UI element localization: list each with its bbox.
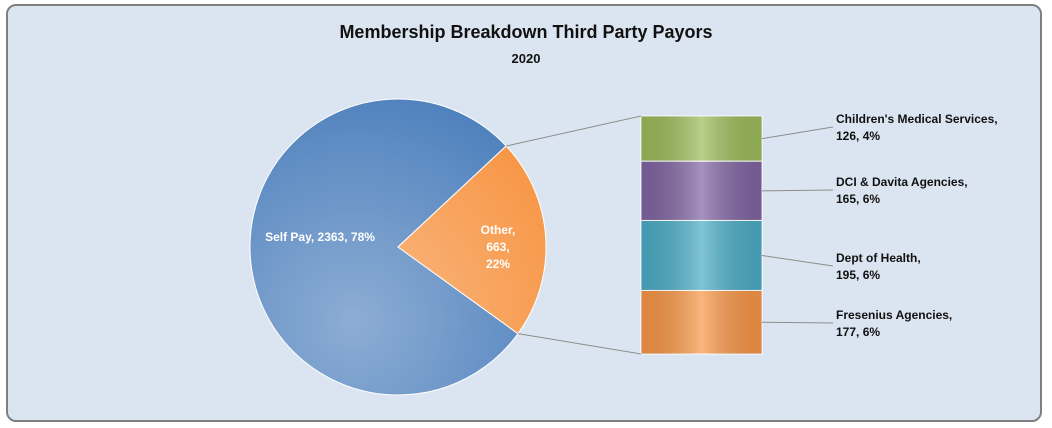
- connector-line: [506, 115, 642, 147]
- data-label: Other, 663, 22%: [480, 223, 516, 271]
- leader-line: [761, 189, 834, 192]
- leader-line: [761, 254, 834, 267]
- data-label: Children's Medical Services, 126, 4%: [836, 112, 998, 143]
- data-label: Self Pay, 2363, 78%: [265, 230, 375, 244]
- connector-line: [517, 333, 642, 355]
- chart-subtitle: 2020: [511, 51, 541, 66]
- bar-segment: [640, 219, 763, 291]
- leader-line: [761, 321, 834, 324]
- leader-line: [761, 126, 834, 140]
- bar-segment: [640, 115, 763, 162]
- chart-title: Membership Breakdown Third Party Payors: [339, 22, 713, 42]
- bar-segment: [640, 160, 763, 221]
- bar-segment: [640, 289, 763, 355]
- data-label: Dept of Health, 195, 6%: [836, 251, 921, 282]
- data-label: DCI & Davita Agencies, 165, 6%: [836, 175, 968, 206]
- data-label: Fresenius Agencies, 177, 6%: [836, 308, 953, 339]
